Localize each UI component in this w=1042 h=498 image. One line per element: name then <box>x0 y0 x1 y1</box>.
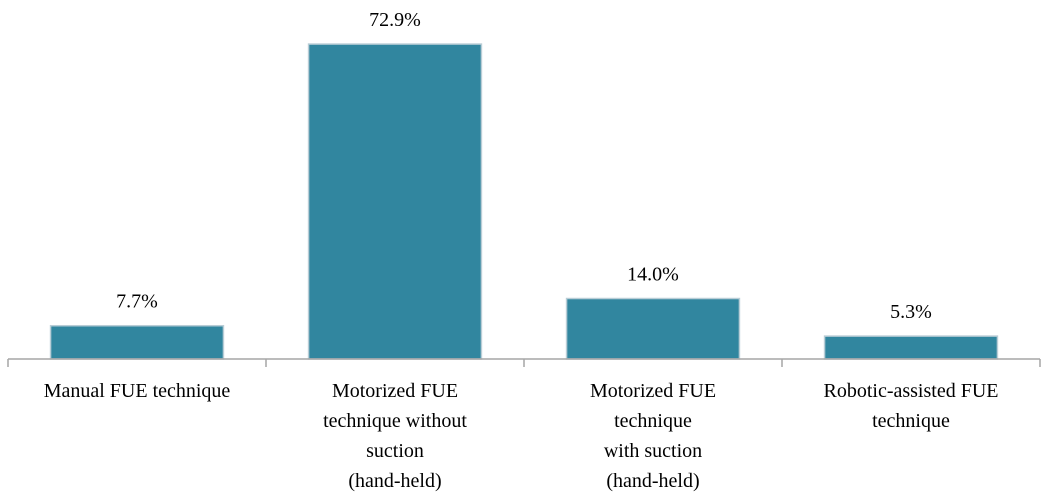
x-tick-label-line: Motorized FUE <box>590 380 716 402</box>
x-tick-label-line: (hand-held) <box>348 470 441 492</box>
x-tick-label-line: suction <box>366 440 424 462</box>
x-tick-label-line: with suction <box>604 440 702 462</box>
bar <box>823 335 999 360</box>
bar <box>49 324 225 360</box>
x-tick-label: Motorized FUE technique without suction (ha… <box>323 380 467 492</box>
x-tick-label-line: (hand-held) <box>606 470 699 492</box>
value-label: 72.9% <box>369 9 421 31</box>
x-tick-label: Motorized FUE technique with suction (hand-… <box>590 380 716 492</box>
x-tick-label-line: Manual FUE technique <box>44 380 231 402</box>
x-tick-label: Manual FUE technique <box>44 380 231 402</box>
x-tick-label-line: technique <box>614 410 692 432</box>
x-tick-label-line: technique without <box>323 410 467 432</box>
value-label: 7.7% <box>116 291 158 313</box>
x-tick-label-line: Robotic-assisted FUE <box>824 380 999 402</box>
bar <box>307 43 483 360</box>
x-tick-label: Robotic-assisted FUE technique <box>824 380 999 432</box>
bar <box>565 297 741 360</box>
value-label: 14.0% <box>627 264 679 286</box>
x-tick-label-line: technique <box>872 410 950 432</box>
x-tick-label-line: Motorized FUE <box>332 380 458 402</box>
value-label: 5.3% <box>890 301 932 323</box>
